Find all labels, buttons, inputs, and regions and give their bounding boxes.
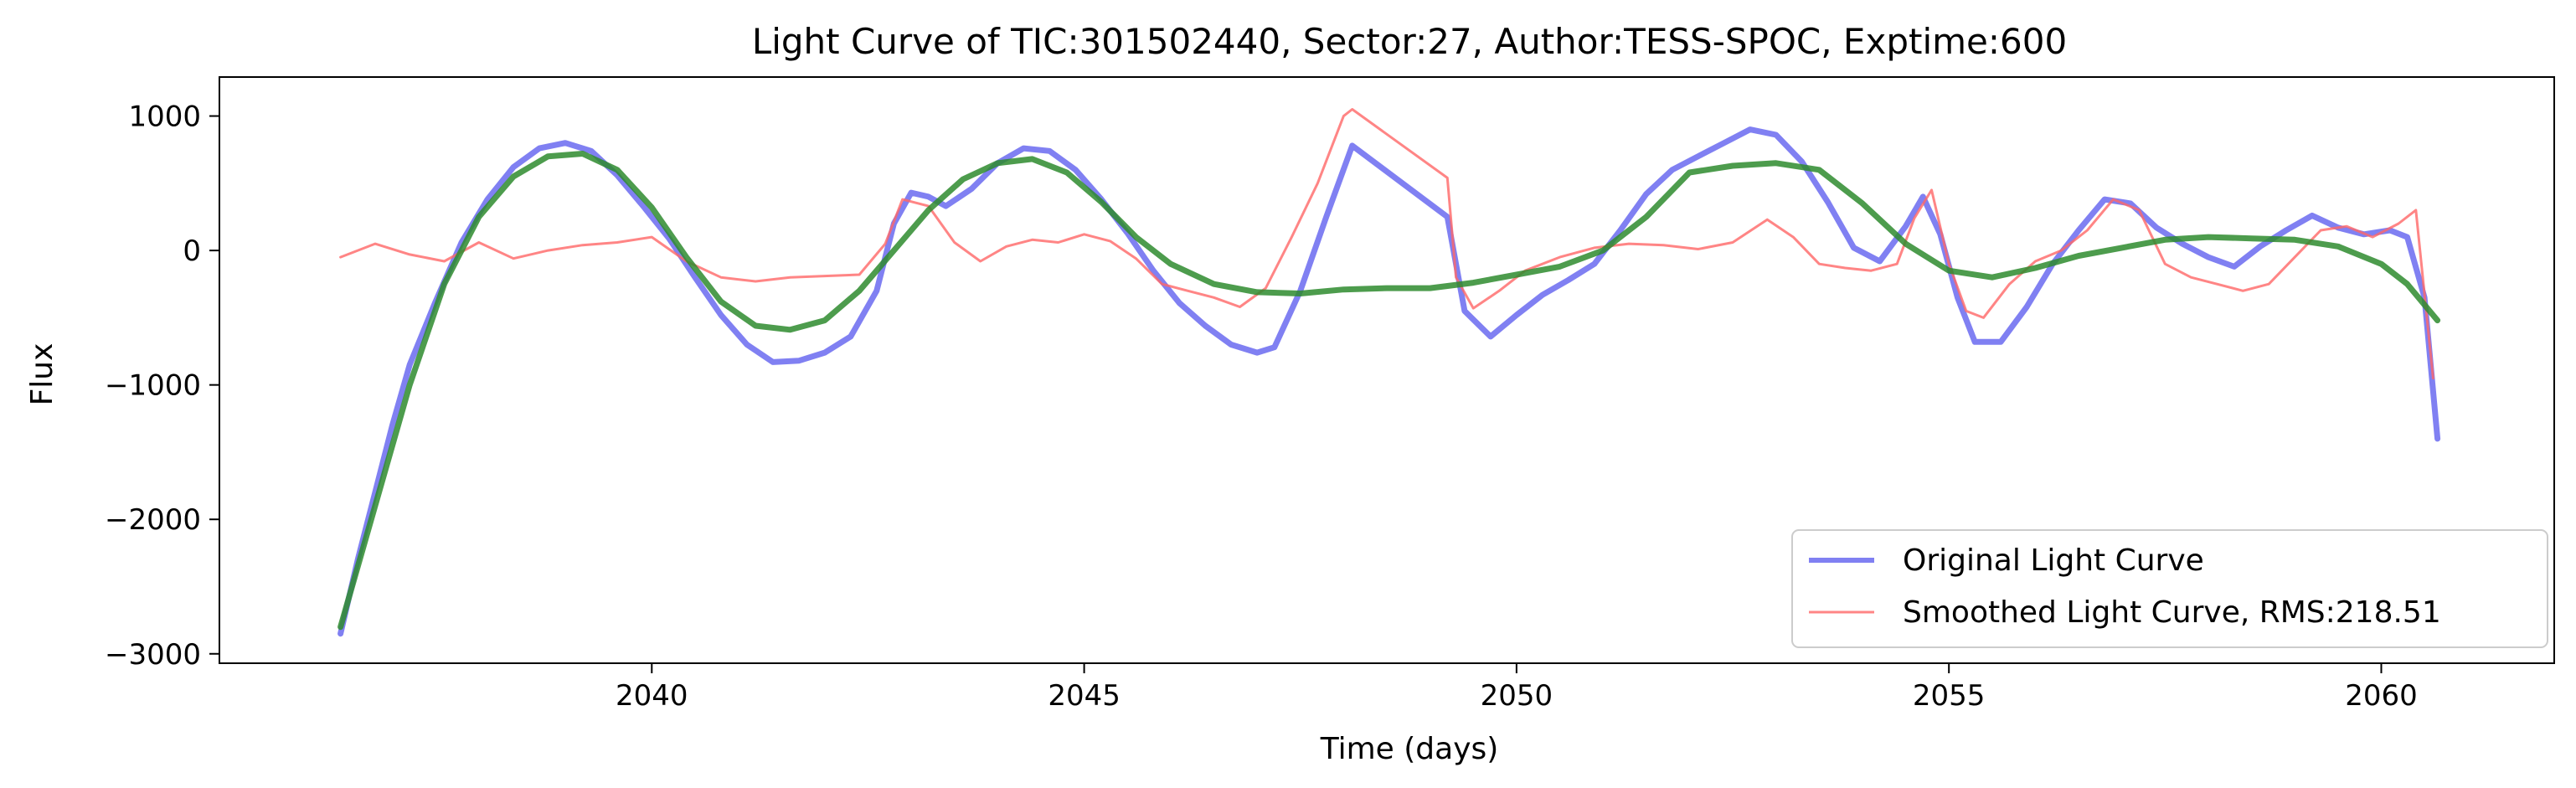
x-tick-label: 2050 xyxy=(1481,679,1553,713)
legend: Original Light Curve Smoothed Light Curv… xyxy=(1791,529,2548,648)
y-tick-label: −1000 xyxy=(105,369,201,403)
legend-frame xyxy=(1791,529,2548,648)
y-tick-label: −3000 xyxy=(105,638,201,672)
x-tick-label: 2060 xyxy=(2345,679,2418,713)
y-axis-label: Flux xyxy=(25,343,59,406)
series-smoothed-line xyxy=(339,108,2434,380)
x-tick-label: 2045 xyxy=(1048,679,1121,713)
y-tick-label: 1000 xyxy=(128,100,201,134)
x-axis-label: Time (days) xyxy=(1320,732,1499,766)
x-tick-label: 2040 xyxy=(616,679,688,713)
series-trend-line xyxy=(337,151,2441,631)
plot-frame xyxy=(219,76,2555,664)
series-layer xyxy=(337,108,2441,637)
legend-label-original: Original Light Curve xyxy=(1903,543,2204,578)
y-tick-label: −2000 xyxy=(105,503,201,537)
series-original-line xyxy=(337,126,2441,637)
chart-title: Light Curve of TIC:301502440, Sector:27,… xyxy=(752,21,2067,62)
axes-layer: 2040 2045 2050 2055 2060 −3000 −2000 −1000 0 1000 xyxy=(105,76,2555,713)
legend-label-smoothed: Smoothed Light Curve, RMS:218.51 xyxy=(1903,595,2441,630)
y-tick-label: 0 xyxy=(183,234,201,268)
x-tick-label: 2055 xyxy=(1913,679,1986,713)
